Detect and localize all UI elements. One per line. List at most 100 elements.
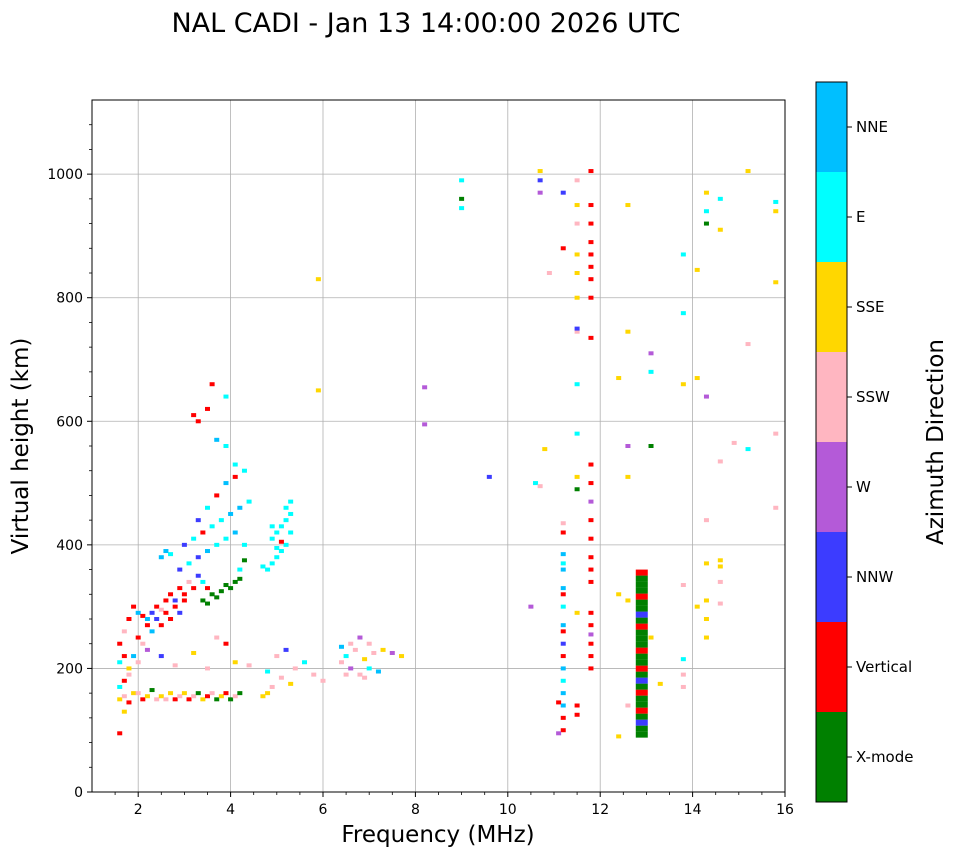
- data-point: [745, 342, 751, 347]
- data-point: [278, 524, 284, 529]
- data-point: [149, 688, 155, 693]
- data-point: [288, 499, 294, 504]
- colorbar-segment: [816, 712, 847, 802]
- data-point: [680, 672, 686, 677]
- data-point: [269, 536, 275, 541]
- y-tick-label: 600: [56, 414, 83, 430]
- data-point: [200, 579, 206, 584]
- data-point: [269, 524, 275, 529]
- data-point: [574, 295, 580, 300]
- data-point: [241, 542, 247, 547]
- data-point: [560, 623, 566, 628]
- data-point: [131, 604, 137, 609]
- column-segment: [635, 689, 648, 696]
- data-point: [186, 579, 192, 584]
- data-point: [338, 660, 344, 665]
- data-point: [588, 462, 594, 467]
- data-point: [560, 561, 566, 566]
- data-point: [117, 684, 123, 689]
- data-point: [560, 190, 566, 195]
- data-point: [422, 385, 428, 390]
- data-point: [486, 474, 492, 479]
- column-segment: [635, 659, 648, 666]
- data-point: [560, 592, 566, 597]
- data-point: [343, 654, 349, 659]
- data-point: [191, 650, 197, 655]
- data-point: [357, 672, 363, 677]
- data-point: [223, 641, 229, 646]
- data-point: [773, 199, 779, 204]
- data-point: [366, 641, 372, 646]
- data-point: [228, 586, 234, 591]
- data-point: [186, 697, 192, 702]
- data-point: [625, 703, 631, 708]
- data-point: [232, 462, 238, 467]
- data-point: [588, 203, 594, 208]
- column-segment: [635, 611, 648, 618]
- data-point: [560, 728, 566, 733]
- x-tick-label: 12: [591, 802, 609, 818]
- data-point: [158, 654, 164, 659]
- x-axis-label: Frequency (MHz): [341, 822, 534, 848]
- data-point: [214, 595, 220, 600]
- data-point: [292, 666, 298, 671]
- data-point: [181, 592, 187, 597]
- data-point: [126, 617, 132, 621]
- x-tick-label: 10: [499, 802, 517, 818]
- data-point: [389, 650, 395, 655]
- data-point: [773, 431, 779, 436]
- data-point: [126, 700, 132, 705]
- data-point: [731, 440, 737, 445]
- data-point: [348, 666, 354, 671]
- data-point: [703, 209, 709, 214]
- data-point: [560, 691, 566, 696]
- data-point: [214, 437, 220, 442]
- data-point: [283, 542, 289, 547]
- data-point: [177, 586, 183, 591]
- data-point: [588, 264, 594, 269]
- colorbar-segment: [816, 82, 847, 172]
- data-point: [140, 697, 146, 702]
- data-point: [703, 518, 709, 523]
- data-point: [163, 598, 169, 603]
- data-point: [135, 635, 141, 640]
- x-tick-label: 4: [226, 802, 235, 818]
- data-point: [717, 564, 723, 569]
- data-point: [205, 505, 210, 510]
- column-segment: [635, 671, 648, 678]
- colorbar-segment: [816, 352, 847, 442]
- data-point: [232, 694, 238, 699]
- data-point: [574, 703, 580, 708]
- data-point: [269, 684, 275, 689]
- data-point: [371, 650, 377, 655]
- colorbar-segment: [816, 622, 847, 712]
- data-point: [177, 694, 183, 699]
- column-segment: [635, 581, 648, 588]
- data-point: [459, 206, 465, 211]
- data-point: [694, 267, 700, 272]
- data-point: [154, 697, 160, 702]
- data-point: [703, 394, 709, 399]
- data-point: [168, 592, 174, 597]
- data-point: [246, 663, 252, 668]
- data-point: [694, 604, 700, 609]
- data-point: [223, 394, 229, 399]
- data-point: [135, 610, 141, 615]
- data-point: [542, 447, 548, 452]
- y-tick-label: 800: [56, 291, 83, 307]
- data-point: [168, 552, 174, 557]
- data-point: [140, 613, 146, 618]
- data-point: [533, 481, 539, 486]
- data-point: [117, 660, 123, 665]
- data-marks: [117, 169, 779, 739]
- data-point: [648, 351, 654, 356]
- data-point: [588, 277, 594, 282]
- column-segment: [635, 569, 648, 576]
- data-point: [380, 647, 386, 652]
- data-point: [278, 549, 284, 554]
- data-point: [657, 681, 663, 686]
- x-tick-label: 2: [134, 802, 143, 818]
- data-point: [366, 666, 372, 671]
- chart-title: NAL CADI - Jan 13 14:00:00 2026 UTC: [171, 8, 680, 39]
- grid-lines: [92, 100, 785, 792]
